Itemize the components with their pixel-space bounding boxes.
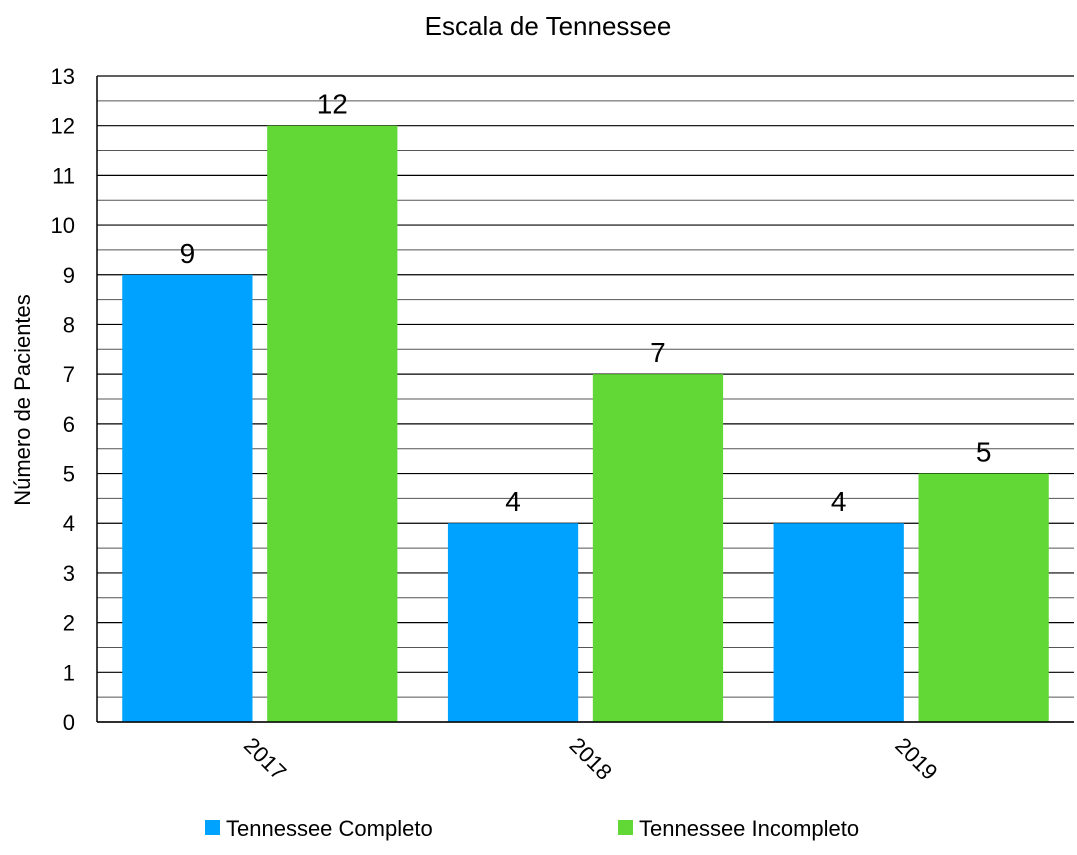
y-tick-label: 3	[63, 561, 75, 586]
y-tick-label: 1	[63, 660, 75, 685]
x-tick-label: 2018	[565, 733, 617, 785]
data-label: 9	[180, 238, 196, 269]
y-tick-label: 12	[51, 114, 75, 139]
y-tick-label: 9	[63, 263, 75, 288]
legend-swatch	[618, 820, 633, 835]
y-tick-label: 10	[51, 213, 75, 238]
y-tick-label: 6	[63, 412, 75, 437]
legend-label: Tennessee Incompleto	[639, 816, 859, 841]
bar-2019-tennessee-completo	[773, 523, 904, 722]
y-tick-label: 0	[63, 710, 75, 735]
legend-label: Tennessee Completo	[226, 816, 433, 841]
legend-swatch	[205, 820, 220, 835]
y-tick-label: 5	[63, 462, 75, 487]
data-labels: 9 12 4 7 4 5	[180, 89, 992, 518]
bars	[122, 125, 1049, 722]
bar-2019-tennessee-incompleto	[918, 473, 1049, 722]
bar-2018-tennessee-completo	[447, 523, 579, 722]
data-label: 4	[831, 486, 847, 517]
bar-2018-tennessee-incompleto	[592, 374, 724, 722]
chart-title: Escala de Tennessee	[425, 11, 672, 41]
bar-2017-tennessee-incompleto	[267, 125, 398, 722]
y-tick-label: 8	[63, 312, 75, 337]
gridlines	[97, 75, 1074, 723]
y-tick-label: 11	[52, 163, 75, 188]
y-axis-label: Número de Pacientes	[10, 294, 35, 506]
data-label: 7	[650, 337, 666, 368]
data-label: 4	[505, 486, 521, 517]
data-label: 12	[317, 89, 348, 120]
y-tick-label: 7	[63, 362, 75, 387]
legend: Tennessee Completo Tennessee Incompleto	[205, 816, 859, 841]
x-tick-label: 2017	[239, 733, 291, 785]
bar-2017-tennessee-completo	[122, 274, 253, 722]
x-tick-label: 2019	[890, 733, 942, 785]
data-label: 5	[976, 437, 992, 468]
y-tick-label: 4	[63, 511, 75, 536]
y-tick-label: 13	[51, 64, 75, 89]
y-tick-label: 2	[63, 611, 75, 636]
